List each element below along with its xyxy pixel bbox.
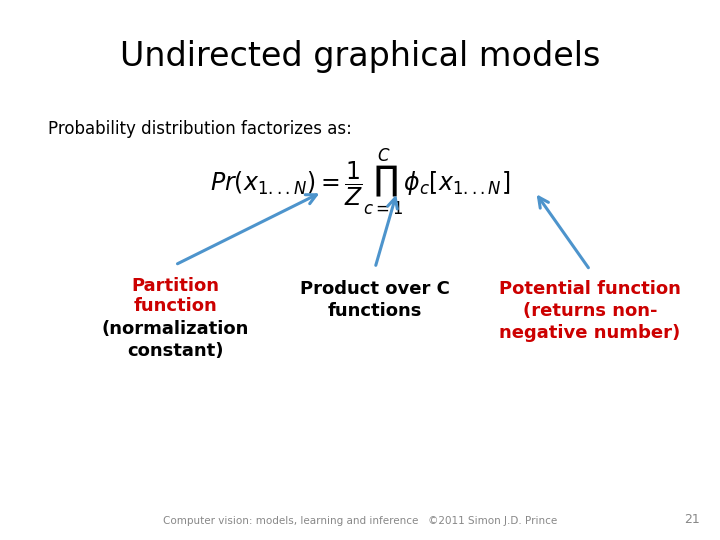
Text: Computer vision: models, learning and inference   ©2011 Simon J.D. Prince: Computer vision: models, learning and in…: [163, 516, 557, 526]
Text: Potential function: Potential function: [499, 280, 681, 298]
Text: Probability distribution factorizes as:: Probability distribution factorizes as:: [48, 120, 352, 138]
Text: Undirected graphical models: Undirected graphical models: [120, 40, 600, 73]
Text: $\mathit{Pr}(x_{1...N}) = \dfrac{1}{Z} \prod_{c=1}^{C} \phi_c[x_{1...N}]$: $\mathit{Pr}(x_{1...N}) = \dfrac{1}{Z} \…: [210, 146, 510, 218]
Text: (returns non-: (returns non-: [523, 302, 657, 320]
Text: functions: functions: [328, 302, 422, 320]
Text: function: function: [133, 297, 217, 315]
Text: Partition: Partition: [131, 277, 219, 295]
Text: 21: 21: [684, 513, 700, 526]
Text: (normalization: (normalization: [102, 320, 248, 338]
Text: constant): constant): [127, 342, 223, 360]
Text: Product over C: Product over C: [300, 280, 450, 298]
Text: negative number): negative number): [500, 324, 680, 342]
